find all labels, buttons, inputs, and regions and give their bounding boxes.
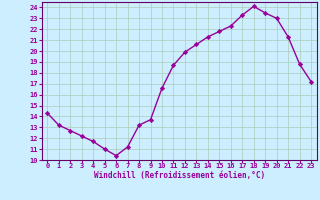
X-axis label: Windchill (Refroidissement éolien,°C): Windchill (Refroidissement éolien,°C) [94, 171, 265, 180]
